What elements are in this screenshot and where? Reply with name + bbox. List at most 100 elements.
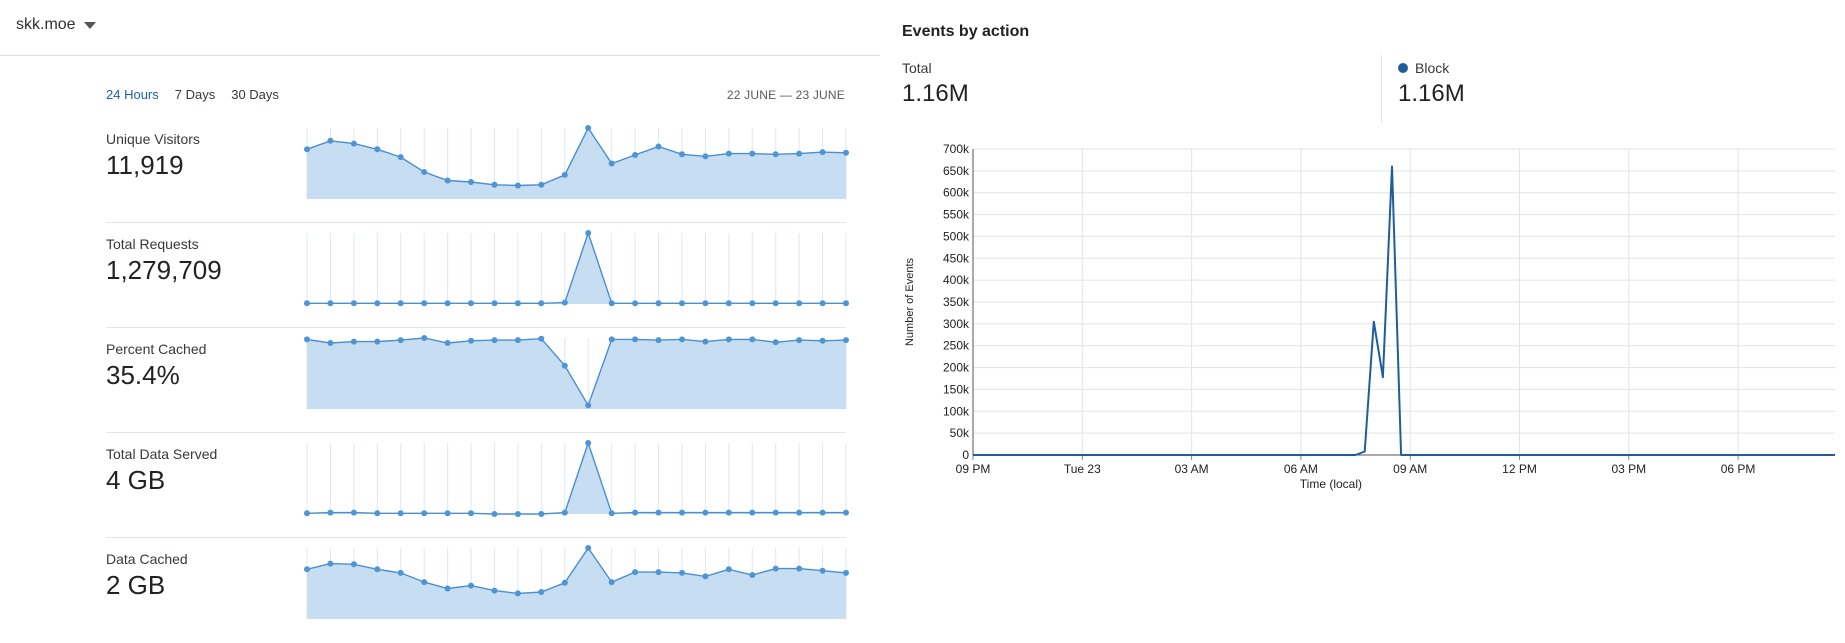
metric-value: 2 GB bbox=[106, 570, 166, 600]
sparkline-point bbox=[468, 582, 474, 589]
stat-block-value: 1.16M bbox=[1398, 80, 1465, 107]
zone-selector[interactable]: skk.moe bbox=[16, 16, 96, 34]
sparkline-point bbox=[679, 509, 685, 516]
series-line-block bbox=[973, 165, 1835, 456]
sparkline-area bbox=[307, 338, 846, 409]
metric-value: 35.4% bbox=[106, 360, 180, 390]
sparkline-point bbox=[538, 300, 545, 307]
sparkline-point bbox=[561, 509, 568, 516]
y-tick-label: 500k bbox=[943, 229, 970, 243]
sparkline-point bbox=[514, 182, 521, 189]
sparkline-point bbox=[421, 169, 428, 175]
x-axis-label: Time (local) bbox=[1300, 477, 1362, 491]
sparkline-point bbox=[679, 336, 685, 343]
events-panel: Events by action Total 1.16M Block 1.16M… bbox=[880, 0, 1845, 633]
time-range-tabs: 24 Hours 7 Days 30 Days bbox=[106, 87, 279, 102]
y-tick-label: 0 bbox=[962, 448, 969, 462]
y-tick-label: 300k bbox=[943, 317, 970, 331]
sparkline-point bbox=[843, 300, 849, 307]
sparkline-point bbox=[444, 510, 451, 517]
sparkline-point bbox=[350, 338, 357, 345]
sparkline-point bbox=[538, 335, 545, 342]
x-tick-label: 03 AM bbox=[1175, 462, 1209, 476]
sparkline-point bbox=[327, 340, 334, 346]
sparkline-line bbox=[306, 337, 847, 408]
y-tick-label: 100k bbox=[943, 404, 970, 418]
sparkline-point bbox=[491, 587, 498, 594]
tab-7-days[interactable]: 7 Days bbox=[174, 87, 216, 102]
sparkline-point bbox=[608, 300, 615, 307]
sparkline-point bbox=[561, 579, 568, 586]
tab-24-hours[interactable]: 24 Hours bbox=[106, 87, 159, 102]
sparkline-point bbox=[585, 440, 592, 446]
sparkline-point bbox=[655, 569, 662, 576]
sparkline-point bbox=[772, 509, 779, 516]
sparkline-point bbox=[350, 509, 357, 516]
sparkline-point bbox=[725, 150, 732, 157]
sparkline-line bbox=[306, 546, 847, 595]
zone-header: skk.moe bbox=[0, 0, 880, 56]
y-tick-label: 600k bbox=[943, 186, 970, 200]
sparkline-point bbox=[538, 181, 545, 188]
sparkline-point bbox=[819, 509, 826, 516]
sparkline bbox=[304, 125, 849, 199]
sparkline-point bbox=[468, 179, 474, 185]
sparkline-point bbox=[397, 510, 404, 517]
sparkline-point bbox=[327, 560, 334, 567]
y-tick-label: 200k bbox=[943, 361, 970, 375]
sparkline-point bbox=[514, 300, 521, 307]
y-tick-label: 400k bbox=[943, 273, 970, 287]
y-tick-label: 700k bbox=[943, 142, 970, 156]
sparkline-point bbox=[514, 337, 521, 344]
stat-total-label: Total bbox=[902, 60, 932, 76]
sparkline-point bbox=[608, 510, 615, 517]
metric-percent-cached: Percent Cached 35.4% bbox=[106, 328, 846, 433]
sparkline-point bbox=[632, 509, 639, 516]
sparkline-point bbox=[397, 300, 404, 307]
sparkline-point bbox=[374, 566, 381, 573]
x-tick-label: 09 PM bbox=[956, 462, 991, 476]
sparkline-point bbox=[585, 230, 592, 236]
sparkline-point bbox=[796, 150, 803, 157]
sparkline bbox=[304, 440, 849, 517]
sparkline-point bbox=[632, 336, 639, 343]
date-range: 22 JUNE — 23 JUNE bbox=[726, 88, 845, 102]
legend-dot-icon bbox=[1398, 63, 1408, 73]
sparkline-point bbox=[749, 336, 756, 343]
sparkline-point bbox=[374, 510, 381, 517]
sparkline-point bbox=[655, 509, 662, 516]
sparkline-point bbox=[421, 510, 428, 517]
y-tick-label: 250k bbox=[943, 339, 970, 353]
sparkline-point bbox=[702, 338, 709, 345]
x-tick-label: 03 PM bbox=[1611, 462, 1646, 476]
sparkline-point bbox=[772, 151, 779, 158]
sparkline-charts bbox=[304, 125, 849, 619]
sparkline-point bbox=[796, 337, 803, 344]
sparkline-point bbox=[350, 561, 357, 568]
sparkline-point bbox=[421, 335, 428, 341]
sparkline-point bbox=[702, 153, 709, 160]
metric-data-cached: Data Cached 2 GB bbox=[106, 538, 846, 643]
sparkline-line bbox=[306, 126, 847, 187]
sparkline-point bbox=[632, 569, 639, 576]
stat-block[interactable]: Block 1.16M bbox=[1398, 60, 1465, 108]
sparkline-point bbox=[304, 300, 310, 307]
tab-30-days[interactable]: 30 Days bbox=[231, 87, 279, 102]
analytics-panel: skk.moe 24 Hours 7 Days 30 Days 22 JUNE … bbox=[0, 0, 880, 633]
sparkline-point bbox=[327, 300, 334, 307]
sparkline-point bbox=[397, 337, 404, 344]
sparkline-area bbox=[307, 548, 846, 619]
panel-title: Events by action bbox=[902, 23, 1030, 40]
sparkline-point bbox=[819, 337, 826, 344]
y-axis-label: Number of Events bbox=[904, 257, 916, 346]
sparkline-point bbox=[749, 300, 756, 307]
sparkline-point bbox=[350, 140, 357, 147]
sparkline-point bbox=[749, 572, 756, 578]
sparkline-point bbox=[491, 511, 498, 517]
y-tick-label: 650k bbox=[943, 164, 970, 178]
sparkline-point bbox=[702, 300, 709, 307]
zone-name: skk.moe bbox=[16, 16, 76, 33]
sparkline-point bbox=[679, 569, 685, 576]
sparkline-point bbox=[468, 300, 474, 307]
metric-label: Total Requests bbox=[106, 236, 199, 252]
